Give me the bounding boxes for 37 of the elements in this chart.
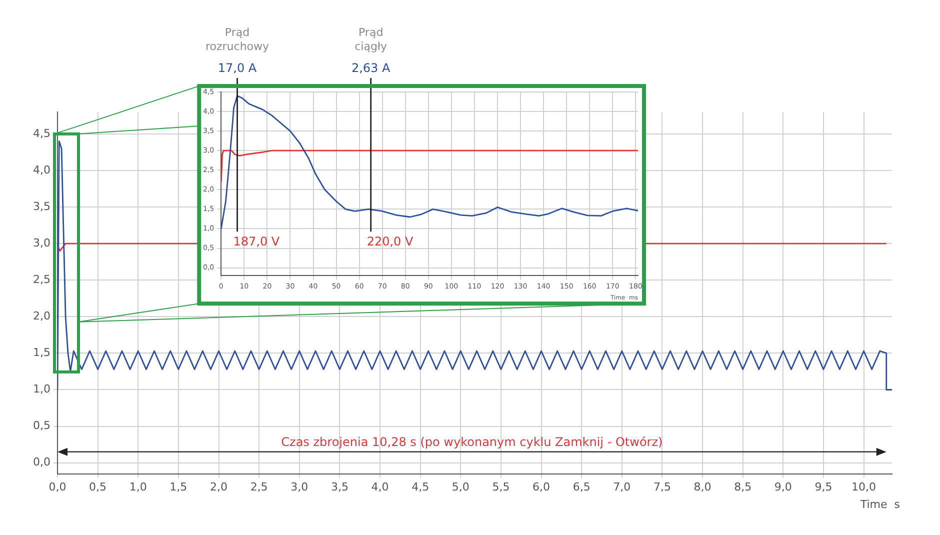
y-tick-label: 4,5 <box>32 126 50 140</box>
x-tick-label: 7,0 <box>613 480 631 494</box>
x-tick-label: 5,5 <box>492 480 510 494</box>
text: Prąd rozruchowy <box>205 26 270 53</box>
x-tick-label: 3,5 <box>330 480 348 494</box>
x-axis-title: Time s <box>859 498 900 511</box>
text: 2,63 A <box>351 61 391 75</box>
text: 17,0 A <box>218 61 258 75</box>
x-tick-label: 9,5 <box>814 480 832 494</box>
x-tick-label: 4,0 <box>371 480 389 494</box>
x-tick-label: 9,0 <box>774 480 792 494</box>
y-tick-label: 0,5 <box>32 419 50 432</box>
x-tick-label: 1,5 <box>170 480 188 494</box>
x-tick-label: 0,0 <box>48 480 66 494</box>
y-tick-label: 4,0 <box>32 163 50 176</box>
x-tick-label: 2,5 <box>250 480 268 494</box>
x-tick-label: 4,5 <box>412 480 430 494</box>
annotation: 220,0 V <box>366 234 414 249</box>
y-tick-label: 1,0 <box>32 382 50 396</box>
annotation: Czas zbrojenia 10,28 s (po wykonanym cyklu Zamknij - Otwórz) <box>281 434 663 449</box>
x-tick-label: 6,0 <box>532 480 550 494</box>
text: Prąd ciągły <box>354 26 388 53</box>
x-tick-label: 5,0 <box>452 480 470 494</box>
y-tick-label: 3,5 <box>32 200 50 213</box>
y-tick-label: 3,0 <box>32 236 50 250</box>
x-tick-label: 10,0 <box>852 480 876 494</box>
x-tick-label: 0,5 <box>89 480 107 494</box>
y-tick-label: 2,0 <box>32 310 50 323</box>
y-tick-label: 0,0 <box>32 456 50 469</box>
y-tick-label: 1,5 <box>32 346 50 360</box>
x-tick-label: 8,0 <box>694 480 712 494</box>
x-tick-label: 6,5 <box>572 480 590 494</box>
x-tick-label: 1,0 <box>129 480 147 494</box>
x-tick-label: 8,5 <box>734 480 752 494</box>
x-tick-label: 3,0 <box>290 480 308 494</box>
x-tick-label: 7,5 <box>653 480 671 494</box>
annotation: 187,0 V <box>233 234 280 249</box>
